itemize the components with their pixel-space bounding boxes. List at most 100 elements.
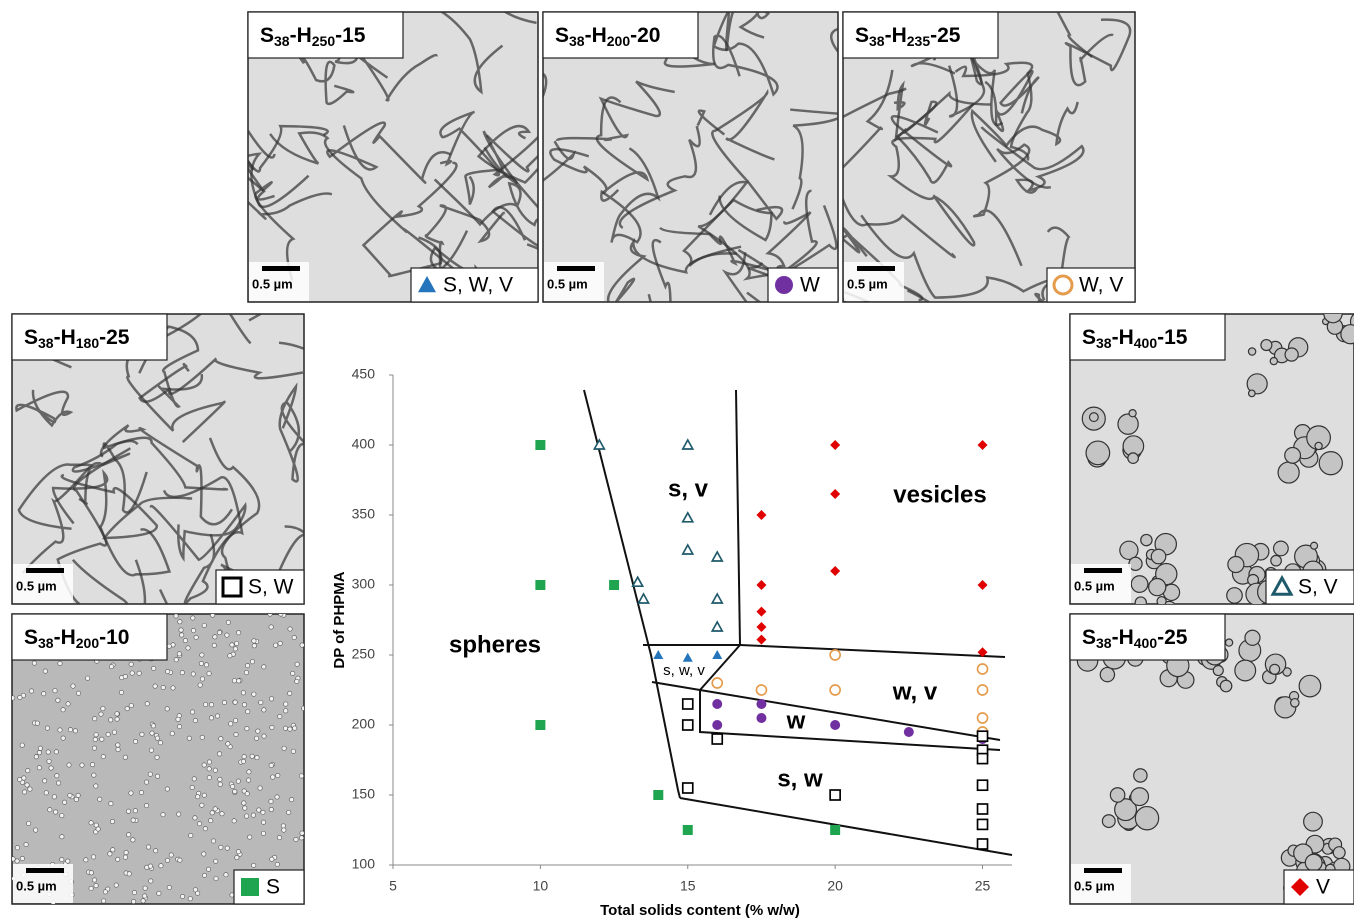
sphere — [113, 882, 119, 888]
sphere — [59, 813, 65, 819]
sphere — [290, 748, 296, 754]
x-tick-label: 5 — [389, 878, 397, 894]
image-panel: S38-H180-25 0.5 µm S, W — [11, 313, 305, 605]
sphere — [79, 762, 85, 768]
data-point — [830, 825, 841, 835]
vesicle — [1150, 548, 1167, 565]
boundary — [643, 644, 1006, 658]
vesicle — [1101, 814, 1116, 829]
vesicle — [1269, 356, 1279, 366]
sphere — [246, 769, 252, 775]
worm — [980, 126, 1085, 194]
sphere — [213, 876, 219, 882]
sphere — [154, 754, 160, 760]
sphere — [111, 729, 117, 735]
sphere — [42, 778, 48, 784]
worm — [972, 143, 1052, 267]
sphere — [66, 762, 72, 768]
y-tick-label: 150 — [352, 786, 376, 802]
sphere — [56, 780, 62, 786]
worm — [886, 102, 976, 247]
sphere — [232, 646, 238, 652]
worm — [71, 439, 139, 505]
sphere — [60, 707, 66, 713]
sphere — [240, 690, 246, 696]
vesicle — [1234, 659, 1257, 682]
vesicle — [1340, 324, 1354, 345]
worm — [651, 238, 749, 302]
tem-image — [842, 11, 1136, 303]
sphere — [247, 834, 253, 840]
sphere — [108, 801, 114, 807]
data-point — [756, 580, 767, 590]
sphere — [24, 782, 30, 788]
sphere — [115, 742, 121, 748]
sphere — [166, 885, 172, 891]
sphere — [212, 806, 218, 812]
y-tick-label: 350 — [352, 506, 376, 522]
title-part: S — [1082, 626, 1096, 649]
image-panel: S38-H400-15 0.5 µm S, V — [1069, 313, 1354, 605]
sphere — [198, 661, 204, 667]
worm — [138, 325, 203, 408]
sphere — [232, 699, 238, 705]
sphere — [206, 671, 212, 677]
data-point — [756, 622, 767, 632]
region-label: w — [786, 707, 806, 734]
sphere — [65, 701, 71, 707]
vesicle — [1099, 666, 1116, 683]
worm — [278, 382, 304, 483]
legend-marker — [1052, 274, 1074, 296]
sphere — [85, 675, 91, 681]
sphere — [215, 713, 221, 719]
sphere — [109, 819, 115, 825]
title-part: 200 — [76, 635, 100, 651]
sphere — [92, 877, 98, 883]
worm — [549, 96, 650, 195]
sphere — [59, 857, 65, 863]
sphere — [36, 765, 42, 771]
sphere — [256, 807, 262, 813]
sphere — [166, 643, 172, 649]
sphere — [37, 745, 43, 751]
sphere — [60, 735, 66, 741]
sphere — [128, 790, 134, 796]
sphere — [19, 856, 25, 862]
worm — [724, 12, 771, 52]
vesicle — [1314, 441, 1323, 451]
worm — [60, 473, 193, 540]
title-part: 38 — [38, 335, 54, 351]
data-point — [976, 838, 989, 850]
sphere — [210, 838, 216, 844]
sphere — [191, 776, 197, 782]
sphere — [224, 632, 230, 638]
sphere — [128, 703, 134, 709]
worm — [843, 87, 907, 119]
sphere — [217, 781, 223, 787]
sphere — [234, 640, 240, 646]
sphere — [175, 716, 181, 722]
sphere — [268, 798, 274, 804]
scale-label: 0.5 µm — [547, 276, 588, 291]
sphere — [88, 885, 94, 891]
sphere — [236, 678, 242, 684]
worm — [1056, 12, 1093, 58]
sphere — [180, 894, 186, 900]
sphere — [98, 711, 104, 717]
vesicle — [1269, 663, 1281, 675]
title-box — [842, 11, 999, 59]
vesicle — [1260, 338, 1273, 352]
vesicle — [1298, 674, 1322, 698]
sphere — [95, 826, 101, 832]
sphere — [73, 796, 79, 802]
sphere — [258, 699, 264, 705]
sphere — [241, 800, 247, 806]
sphere — [299, 835, 304, 841]
data-point — [976, 752, 989, 765]
sphere — [33, 827, 39, 833]
sphere — [199, 652, 205, 658]
panel-title: S38-H180-25 — [24, 326, 130, 351]
worm — [269, 131, 459, 274]
title-part: 38 — [1096, 335, 1112, 351]
x-tick-label: 20 — [827, 878, 843, 894]
